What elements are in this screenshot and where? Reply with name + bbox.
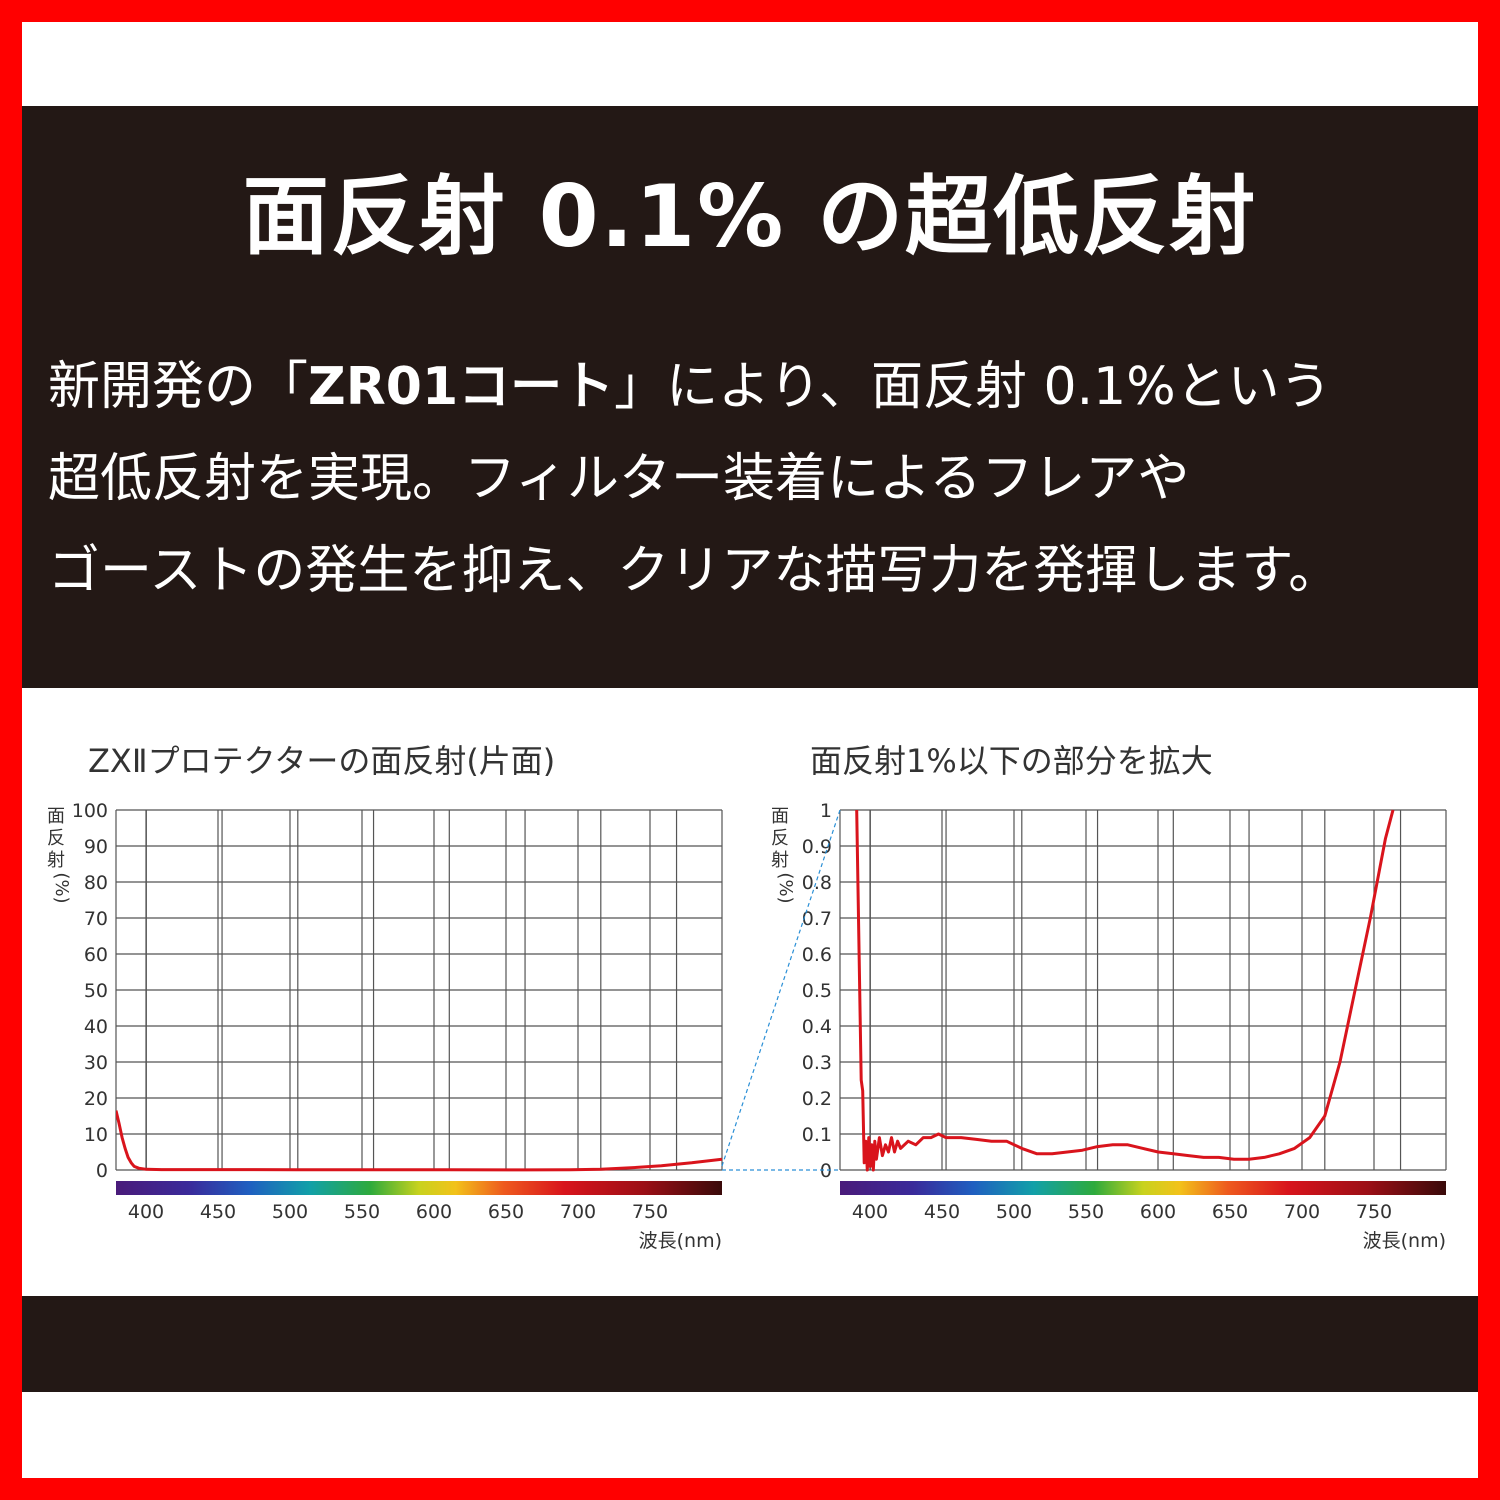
y-tick-label: 0.4 bbox=[802, 1016, 832, 1038]
x-tick-label: 750 bbox=[632, 1201, 668, 1223]
reflectance-curve bbox=[855, 809, 1395, 1172]
y-tick-label: 40 bbox=[84, 1016, 108, 1038]
y-tick-label: 90 bbox=[84, 836, 108, 858]
zoom-connector-lines bbox=[721, 809, 841, 1171]
x-tick-label: 400 bbox=[128, 1201, 164, 1223]
headline: 面反射 0.1% の超低反射 bbox=[242, 167, 1258, 267]
x-tick-label: 650 bbox=[1212, 1201, 1248, 1223]
coating-name: ZR01コート bbox=[308, 357, 615, 417]
body-line-2: 超低反射を実現。フィルター装着によるフレアや bbox=[48, 449, 1190, 509]
body-line-1-pre: 新開発の「 bbox=[48, 357, 309, 417]
x-tick-label: 600 bbox=[1140, 1201, 1176, 1223]
y-tick-label: 0 bbox=[820, 1160, 832, 1182]
body-line-1-post: 」により、面反射 0.1%という bbox=[614, 357, 1332, 417]
y-tick-label: 10 bbox=[84, 1124, 108, 1146]
y-tick-label: 0.2 bbox=[802, 1088, 832, 1110]
x-tick-label: 550 bbox=[344, 1201, 380, 1223]
y-tick-label: 20 bbox=[84, 1088, 108, 1110]
y-axis-label-char: 反 bbox=[47, 828, 65, 849]
y-tick-label: 50 bbox=[84, 980, 108, 1002]
reflectance-curve bbox=[116, 1110, 722, 1172]
y-axis-label-unit: (%) bbox=[51, 872, 72, 903]
y-tick-label: 70 bbox=[84, 908, 108, 930]
y-tick-label: 0.6 bbox=[802, 944, 832, 966]
x-tick-label: 700 bbox=[560, 1201, 596, 1223]
x-tick-label: 700 bbox=[1284, 1201, 1320, 1223]
y-axis-label-char: 射 bbox=[47, 850, 65, 871]
y-tick-label: 100 bbox=[72, 800, 108, 822]
y-tick-label: 0.3 bbox=[802, 1052, 832, 1074]
spectrum-band bbox=[116, 1181, 722, 1195]
x-tick-label: 450 bbox=[200, 1201, 236, 1223]
x-tick-label: 650 bbox=[488, 1201, 524, 1223]
header-band bbox=[22, 106, 1478, 688]
y-tick-label: 0.5 bbox=[802, 980, 832, 1002]
body-line-1: 新開発の「ZR01コート」により、面反射 0.1%という bbox=[48, 356, 1332, 418]
x-tick-label: 600 bbox=[416, 1201, 452, 1223]
x-tick-label: 500 bbox=[996, 1201, 1032, 1223]
y-tick-label: 0 bbox=[96, 1160, 108, 1182]
y-axis-label-unit: (%) bbox=[775, 872, 796, 903]
x-axis-label: 波長(nm) bbox=[1363, 1230, 1446, 1252]
x-tick-label: 400 bbox=[852, 1201, 888, 1223]
x-tick-label: 450 bbox=[924, 1201, 960, 1223]
spectrum-band bbox=[840, 1181, 1446, 1195]
x-tick-label: 500 bbox=[272, 1201, 308, 1223]
y-tick-label: 0.9 bbox=[802, 836, 832, 858]
chart-title-zoom: 面反射1%以下の部分を拡大 bbox=[810, 742, 1213, 780]
y-axis-label-char: 面 bbox=[771, 806, 789, 827]
y-tick-label: 60 bbox=[84, 944, 108, 966]
y-tick-label: 80 bbox=[84, 872, 108, 894]
chart-title-full: ZXⅡプロテクターの面反射(片面) bbox=[88, 742, 556, 780]
y-tick-label: 0.1 bbox=[802, 1124, 832, 1146]
y-tick-label: 0.8 bbox=[802, 872, 832, 894]
y-axis-label-char: 射 bbox=[771, 850, 789, 871]
y-axis-label-char: 面 bbox=[47, 806, 65, 827]
x-tick-label: 550 bbox=[1068, 1201, 1104, 1223]
x-axis-label: 波長(nm) bbox=[639, 1230, 722, 1252]
footer-band bbox=[22, 1296, 1478, 1392]
y-axis-label-char: 反 bbox=[771, 828, 789, 849]
y-tick-label: 1 bbox=[820, 800, 832, 822]
chart-zoom-range: 0 0.1 0.2 0.3 0.4 0.5 0.6 0.7 0.8 0.9 1 面反射(%) 400 45… bbox=[771, 800, 1447, 1252]
y-tick-label: 0.7 bbox=[802, 908, 832, 930]
body-line-3: ゴーストの発生を抑え、クリアな描写力を発揮します。 bbox=[48, 541, 1341, 601]
chart-full-range: 0 10 20 30 40 50 60 70 80 90 100 面反射(%) 400 450 500 550… bbox=[47, 800, 723, 1252]
y-tick-label: 30 bbox=[84, 1052, 108, 1074]
x-tick-label: 750 bbox=[1356, 1201, 1392, 1223]
